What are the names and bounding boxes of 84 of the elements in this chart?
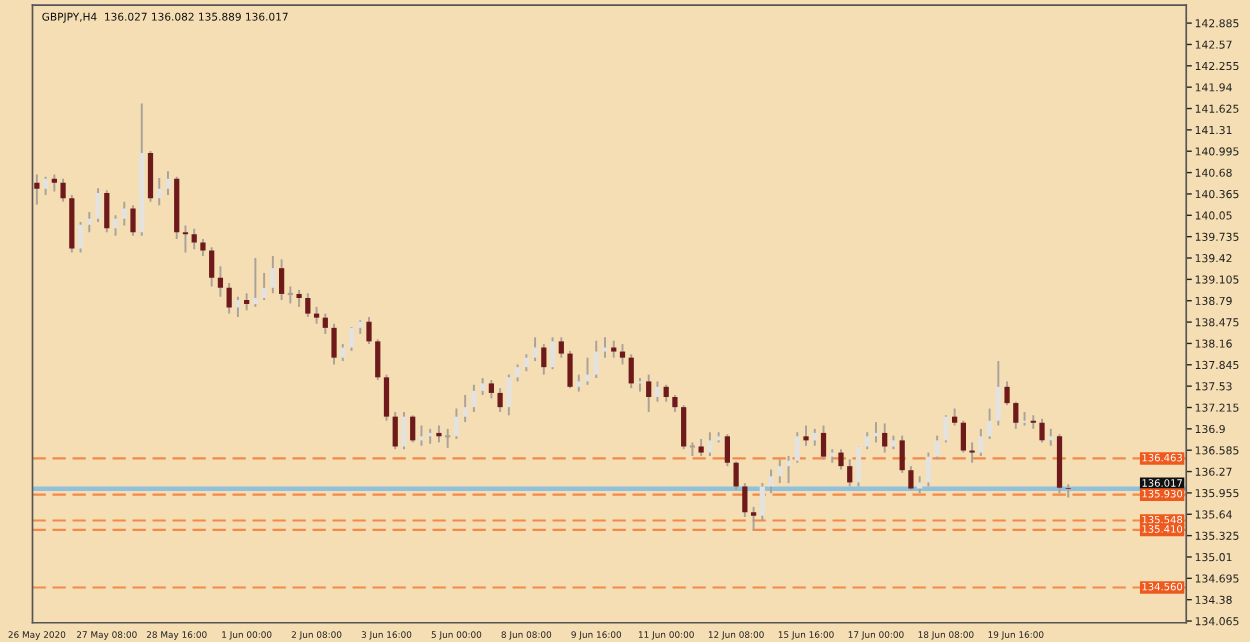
candlestick	[191, 227, 197, 251]
candlestick	[418, 424, 425, 447]
candlestick	[1004, 380, 1010, 407]
candlestick	[549, 336, 556, 371]
candlestick	[978, 427, 984, 457]
candlestick	[707, 431, 713, 457]
candlestick	[882, 422, 888, 454]
candlestick	[383, 373, 390, 422]
candlestick	[182, 224, 189, 254]
candlestick	[794, 431, 800, 464]
candlestick	[252, 257, 259, 308]
candlestick	[541, 343, 547, 376]
candlestick	[86, 210, 92, 234]
candlestick	[558, 336, 564, 359]
candlestick	[593, 339, 599, 379]
candlestick	[130, 204, 136, 237]
candlestick	[960, 419, 966, 454]
candlestick	[873, 421, 879, 444]
candlestick	[95, 187, 101, 224]
candlestick	[392, 410, 398, 451]
candlestick	[759, 482, 765, 522]
candlestick	[42, 175, 49, 196]
candlestick	[777, 458, 783, 485]
candlestick	[750, 505, 757, 531]
candlestick	[925, 451, 932, 488]
candlestick	[147, 149, 154, 203]
candlestick	[497, 387, 503, 413]
candlestick	[471, 383, 477, 413]
candlestick	[1039, 417, 1045, 444]
candlestick	[34, 173, 40, 206]
candlestick	[654, 380, 661, 403]
candlestick	[908, 465, 914, 491]
candlestick	[768, 468, 774, 495]
candlestick	[803, 424, 809, 447]
candlestick	[165, 170, 171, 196]
candlestick	[646, 373, 652, 413]
candlestick	[77, 221, 84, 254]
candlestick	[322, 312, 328, 335]
candlestick	[943, 414, 949, 444]
candlestick	[1013, 400, 1019, 430]
candlestick	[462, 393, 468, 424]
candlestick	[733, 460, 739, 491]
candlestick	[1030, 414, 1036, 430]
candlestick	[532, 336, 538, 363]
candlestick	[235, 295, 241, 318]
candlestick	[156, 177, 162, 207]
candlestick	[217, 265, 224, 298]
candlestick	[986, 407, 993, 440]
candlestick	[934, 434, 940, 461]
candlestick	[567, 349, 573, 390]
candlestick	[410, 414, 416, 444]
candlestick	[619, 343, 626, 366]
candlestick	[855, 445, 862, 488]
candlestick	[488, 379, 494, 400]
candlestick	[375, 338, 381, 382]
candlestick	[820, 424, 827, 461]
candlestick	[278, 258, 285, 302]
candlestick	[305, 292, 311, 318]
candlestick	[366, 316, 372, 346]
candlestick	[226, 282, 232, 315]
candlestick	[209, 246, 215, 288]
candlestick	[969, 441, 975, 464]
candlestick	[681, 404, 687, 451]
candlestick	[104, 189, 110, 234]
candlestick	[453, 407, 460, 440]
candlestick	[602, 336, 608, 359]
candlestick	[121, 200, 127, 227]
candlestick	[348, 326, 355, 352]
candlestick	[628, 353, 634, 390]
candlestick	[1065, 483, 1071, 499]
candlestick	[112, 214, 119, 237]
candlestick	[742, 482, 748, 518]
candlestick	[506, 373, 512, 417]
candlestick	[838, 448, 844, 471]
candlestick	[60, 177, 66, 203]
candlestick	[270, 255, 276, 295]
candlestick	[995, 360, 1001, 427]
candlestick	[637, 377, 643, 393]
candlestick	[724, 433, 730, 468]
candlestick	[261, 271, 267, 302]
candlestick	[899, 434, 905, 474]
candlestick	[847, 458, 853, 488]
candlestick	[331, 322, 337, 366]
candlestick	[401, 410, 407, 451]
